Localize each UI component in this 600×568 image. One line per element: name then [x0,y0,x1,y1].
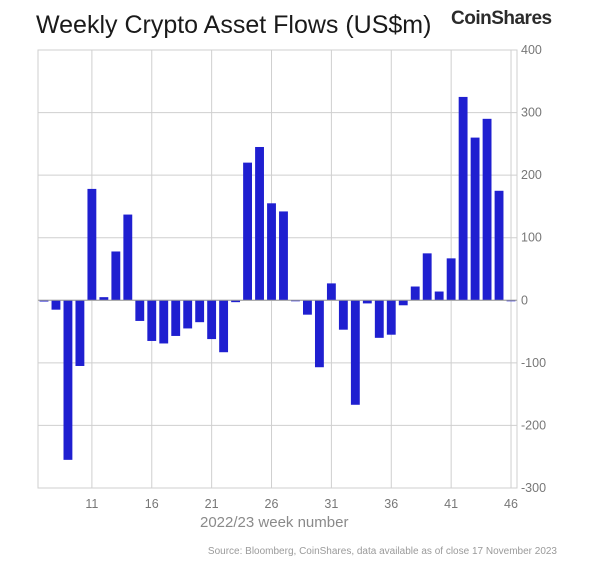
bar [63,300,73,460]
bar [183,300,193,329]
bar [255,146,264,301]
bar [207,300,217,340]
bar [147,300,157,341]
bar [434,291,444,301]
bar [374,300,384,338]
bar [51,300,61,310]
x-tick-label: 26 [265,497,279,511]
bar [482,118,492,301]
bar [470,137,480,301]
plot-frame [37,49,518,489]
bars [39,96,516,460]
y-tick-label: 0 [521,293,528,307]
bar [135,300,145,321]
brand-logo: CoinShares [451,8,552,29]
bar [171,300,181,336]
bar [410,286,420,301]
bar [123,214,133,301]
bar [326,283,336,301]
x-tick-label: 16 [145,497,159,511]
bar [279,211,288,301]
bar [75,300,85,366]
bar [362,300,372,304]
bar [219,300,229,353]
x-tick-label: 21 [205,497,219,511]
y-tick-label: 400 [521,43,542,57]
bar [422,253,432,301]
bar [39,300,49,302]
bar [338,300,348,330]
bar [99,297,109,301]
bar [350,300,360,405]
bar [159,300,169,344]
bar [458,96,468,301]
bar [267,203,276,301]
bar [111,251,121,301]
y-tick-label: -300 [521,481,546,495]
bar [398,300,408,306]
y-tick-label: -100 [521,356,546,370]
source-note: Source: Bloomberg, CoinShares, data avai… [208,546,558,557]
bar [303,300,312,315]
bar [314,300,324,368]
y-tick-label: -200 [521,418,546,432]
x-tick-label: 31 [324,497,338,511]
x-axis-label: 2022/23 week number [200,514,348,531]
bar [243,162,252,301]
x-tick-label: 41 [444,497,458,511]
gridlines [38,49,517,489]
y-tick-label: 200 [521,168,542,182]
bar [446,258,456,301]
x-tick-label: 36 [384,497,398,511]
x-tick-labels: 11 16 21 26 31 36 41 46 [85,497,518,511]
y-tick-label: 300 [521,106,542,120]
bar [87,188,97,301]
y-tick-label: 100 [521,231,542,245]
x-tick-label: 46 [504,497,518,511]
x-tick-label: 11 [85,497,98,511]
bar [386,300,396,335]
chart-title: Weekly Crypto Asset Flows (US$m) [36,11,431,39]
bar [494,190,504,301]
bar [231,300,241,303]
y-tick-labels: -300 -200 -100 0 100 200 300 400 [521,43,546,495]
bar [195,300,205,323]
